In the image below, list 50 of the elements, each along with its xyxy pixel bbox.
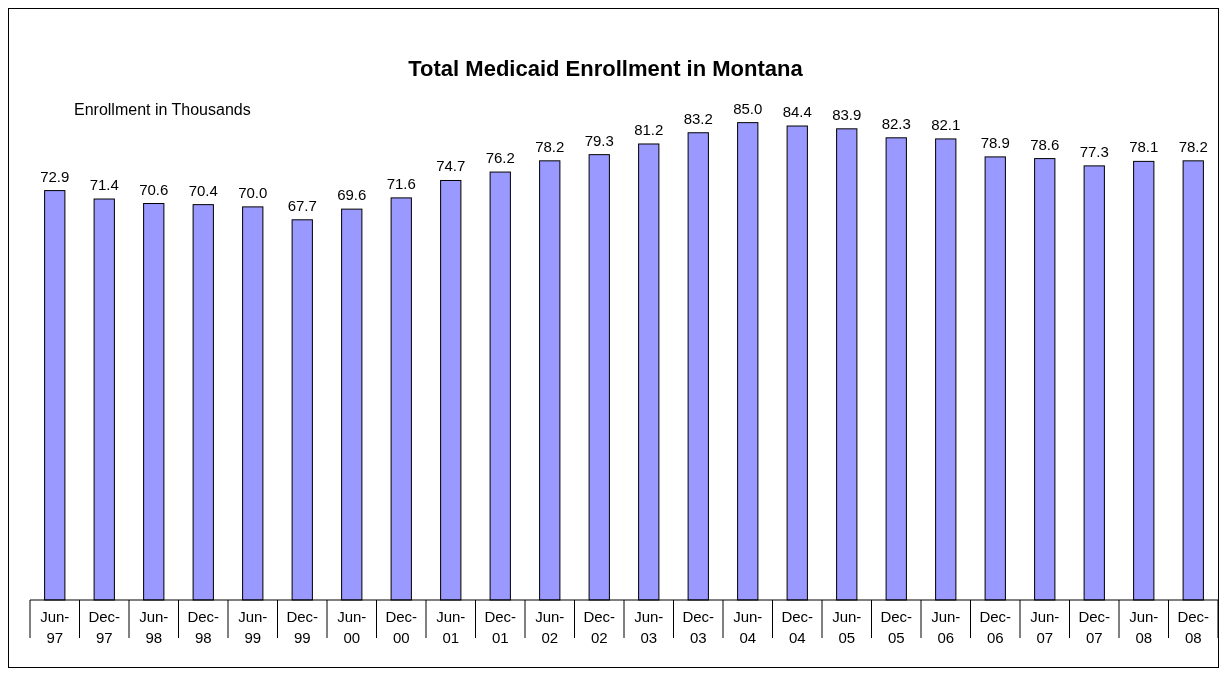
data-label: 78.2 bbox=[1178, 137, 1208, 155]
y-axis-title: Enrollment in Thousands bbox=[74, 101, 251, 118]
data-label: 83.9 bbox=[832, 105, 862, 123]
data-label: 81.2 bbox=[634, 120, 664, 138]
data-label: 79.3 bbox=[584, 131, 614, 149]
data-label: 78.6 bbox=[1030, 135, 1060, 153]
x-tick-label: Dec-04 bbox=[781, 608, 814, 646]
x-tick-label: Jun-06 bbox=[931, 608, 961, 646]
data-label: 77.3 bbox=[1079, 142, 1109, 160]
x-tick-label: Dec-05 bbox=[880, 608, 913, 646]
x-tick-label: Dec-00 bbox=[385, 608, 418, 646]
x-tick-label: Dec-06 bbox=[979, 608, 1012, 646]
data-label: 83.2 bbox=[683, 109, 713, 127]
x-tick-label: Dec-99 bbox=[286, 608, 319, 646]
x-tick-label: Jun-05 bbox=[832, 608, 862, 646]
data-label: 74.7 bbox=[436, 157, 466, 175]
data-label: 78.1 bbox=[1129, 138, 1159, 156]
x-tick-label: Jun-99 bbox=[238, 608, 268, 646]
data-label: 76.2 bbox=[485, 149, 515, 167]
x-tick-label: Jun-01 bbox=[436, 608, 466, 646]
data-label: 85.0 bbox=[733, 99, 763, 117]
data-label: 71.4 bbox=[89, 176, 119, 194]
x-tick-label: Dec-02 bbox=[583, 608, 616, 646]
data-label: 82.3 bbox=[881, 114, 911, 132]
x-tick-label: Dec-07 bbox=[1078, 608, 1111, 646]
data-label: 82.1 bbox=[931, 115, 961, 133]
data-label: 71.6 bbox=[386, 174, 416, 192]
x-tick-label: Jun-08 bbox=[1129, 608, 1159, 646]
x-tick-label: Jun-97 bbox=[40, 608, 70, 646]
x-tick-label: Dec-98 bbox=[187, 608, 220, 646]
x-tick-label: Dec-08 bbox=[1177, 608, 1210, 646]
x-tick-label: Jun-07 bbox=[1030, 608, 1060, 646]
x-tick-label: Jun-98 bbox=[139, 608, 169, 646]
x-tick-label: Jun-04 bbox=[733, 608, 763, 646]
data-label: 67.7 bbox=[287, 196, 317, 214]
x-tick-label: Jun-02 bbox=[535, 608, 565, 646]
data-label: 70.0 bbox=[238, 183, 268, 201]
data-label: 70.6 bbox=[139, 180, 169, 198]
x-tick-label: Jun-00 bbox=[337, 608, 367, 646]
data-label: 72.9 bbox=[40, 167, 70, 185]
x-tick-label: Dec-03 bbox=[682, 608, 715, 646]
chart-title: Total Medicaid Enrollment in Montana bbox=[408, 56, 804, 81]
data-label: 70.4 bbox=[188, 181, 218, 199]
data-label: 69.6 bbox=[337, 186, 367, 204]
data-label: 78.9 bbox=[980, 133, 1010, 151]
x-tick-label: Jun-03 bbox=[634, 608, 664, 646]
data-label: 84.4 bbox=[782, 103, 812, 121]
data-label: 78.2 bbox=[535, 137, 565, 155]
x-tick-label: Dec-97 bbox=[88, 608, 121, 646]
x-tick-label: Dec-01 bbox=[484, 608, 517, 646]
